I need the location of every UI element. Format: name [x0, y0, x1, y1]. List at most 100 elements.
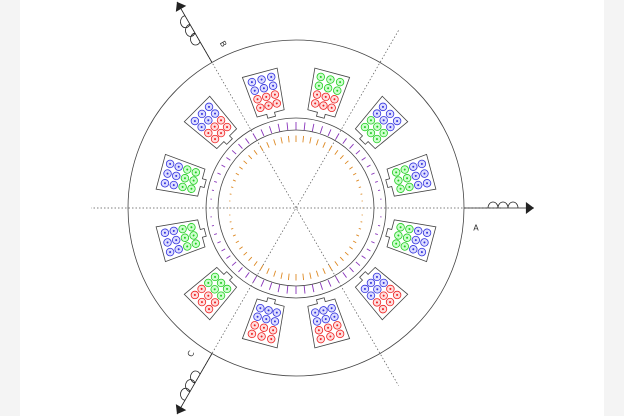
field-arrow — [311, 123, 315, 132]
field-arrow — [355, 150, 361, 155]
conductor-dot — [314, 311, 317, 314]
conductor-dot — [329, 78, 332, 81]
field-arrow — [221, 164, 226, 168]
conductor-dot — [267, 309, 270, 312]
conductor-dot — [260, 335, 263, 338]
conductor-dot — [406, 236, 409, 239]
slot — [183, 266, 238, 321]
conductor-dot — [275, 311, 278, 314]
conductor-dot — [316, 93, 319, 96]
field-arrow — [356, 234, 360, 237]
field-arrow — [309, 137, 312, 144]
slot — [385, 219, 437, 263]
conductor-dot — [200, 112, 203, 115]
field-arrow — [344, 160, 349, 165]
field-arrow — [371, 241, 375, 244]
field-arrow — [327, 279, 332, 287]
conductor-dot — [426, 182, 429, 185]
slot — [307, 297, 351, 349]
conductor-dot — [426, 231, 429, 234]
conductor-dot — [363, 287, 366, 290]
field-arrow — [280, 137, 283, 144]
field-arrow — [303, 285, 306, 294]
conductor-dot — [256, 315, 259, 318]
conductor-dot — [220, 119, 223, 122]
field-arrow — [355, 261, 361, 266]
field-arrow — [266, 268, 270, 274]
conductor-dot — [186, 245, 189, 248]
conductor-dot — [250, 81, 253, 84]
field-arrow — [230, 227, 234, 230]
field-arrow — [266, 142, 270, 148]
conductor-dot — [190, 226, 193, 229]
conductor-dot — [220, 294, 223, 297]
conductor-dot — [408, 185, 411, 188]
conductor-dot — [333, 98, 336, 101]
conductor-dot — [220, 132, 223, 135]
conductor-dot — [275, 102, 278, 105]
conductor-dot — [397, 234, 400, 237]
conductor-dot — [399, 187, 402, 190]
conductor-dot — [417, 229, 420, 232]
conductor-dot — [389, 301, 392, 304]
conductor-dot — [417, 184, 420, 187]
phase-axis — [176, 1, 213, 63]
conductor-dot — [403, 245, 406, 248]
field-arrow — [239, 246, 243, 250]
field-arrow — [358, 227, 362, 230]
field-arrow — [238, 143, 243, 149]
field-arrow — [259, 264, 264, 271]
field-arrow — [252, 133, 257, 140]
field-arrow — [349, 267, 354, 273]
slot — [241, 297, 285, 349]
field-arrow — [230, 186, 234, 189]
field-arrow — [239, 166, 243, 170]
conductor-dot — [317, 84, 320, 87]
conductor-dot — [375, 112, 378, 115]
field-arrow — [245, 138, 250, 144]
field-arrow — [311, 284, 315, 293]
conductor-dot — [183, 236, 186, 239]
conductor-dot — [253, 324, 256, 327]
conductor-dot — [272, 329, 275, 332]
conductor-dot — [324, 318, 327, 321]
conductor-dot — [389, 126, 392, 129]
field-arrow — [277, 123, 281, 132]
conductor-dot — [208, 105, 211, 108]
conductor-dot — [406, 177, 409, 180]
field-arrow — [248, 256, 253, 262]
stator-outer — [127, 39, 465, 377]
field-arrow — [309, 272, 312, 279]
conductor-dot — [200, 301, 203, 304]
conductor-dot — [262, 326, 265, 329]
phase-arrowhead — [175, 1, 187, 12]
field-arrow — [315, 139, 319, 146]
field-arrow — [217, 241, 221, 244]
conductor-dot — [389, 287, 392, 290]
conductor-dot — [397, 179, 400, 182]
conductor-dot — [369, 119, 372, 122]
field-arrow — [374, 180, 378, 183]
conductor-dot — [260, 78, 263, 81]
conductor-dot — [389, 112, 392, 115]
field-arrow — [366, 248, 371, 252]
conductor-dot — [200, 287, 203, 290]
conductor-dot — [186, 168, 189, 171]
conductor-dot — [193, 120, 196, 123]
field-arrow — [344, 251, 349, 256]
conductor-dot — [190, 187, 193, 190]
slots — [155, 67, 437, 349]
field-arrow — [226, 255, 231, 259]
conductor-dot — [412, 165, 415, 168]
field-arrow — [358, 186, 362, 189]
slot — [354, 95, 409, 150]
conductor-dot — [369, 132, 372, 135]
field-arrow — [322, 268, 326, 274]
phase-coil — [180, 370, 201, 401]
conductor-dot — [333, 315, 336, 318]
conductor-dot — [324, 95, 327, 98]
field-arrow — [235, 172, 240, 176]
conductor-dot — [420, 251, 423, 254]
conductor-dot — [265, 95, 268, 98]
